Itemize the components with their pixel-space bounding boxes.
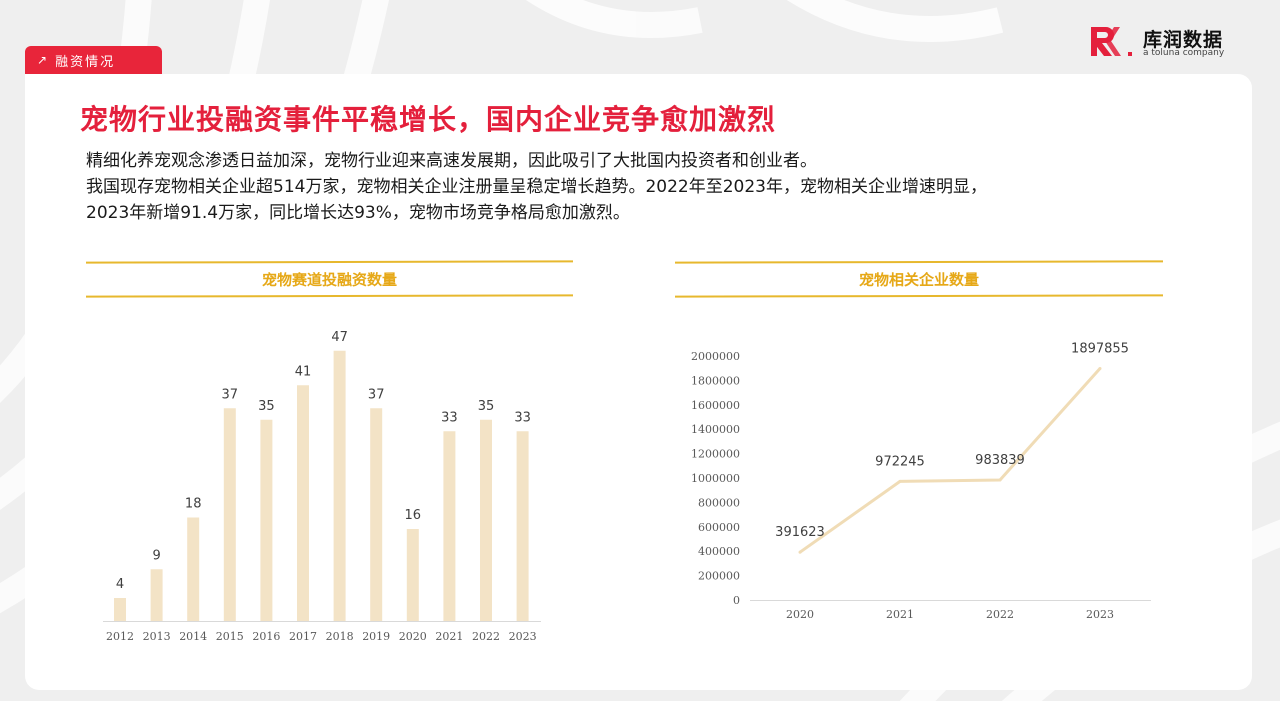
summary-line-3: 2023年新增91.4万家，同比增长达93%，宠物市场竞争格局愈加激烈。 (86, 203, 630, 223)
bar-value-label-2012: 4 (116, 577, 124, 592)
arrow-up-right-icon: ↗ (37, 53, 48, 67)
bar-2019 (370, 408, 383, 621)
line-x-tick-2021: 2021 (886, 608, 914, 621)
bar-x-tick-2022: 2022 (472, 630, 500, 643)
line-value-label-2022: 983839 (975, 453, 1025, 468)
line-y-tick-200000: 200000 (698, 570, 740, 583)
bar-value-label-2014: 18 (185, 497, 202, 512)
bar-x-tick-2016: 2016 (252, 630, 280, 643)
bar-2023 (516, 431, 529, 621)
brand-logo: 库润数据 a toluna company (1090, 24, 1260, 64)
line-x-tick-2023: 2023 (1086, 608, 1114, 621)
line-point-2023 (1098, 366, 1102, 370)
bar-2012 (114, 598, 126, 621)
bar-x-tick-2020: 2020 (399, 630, 427, 643)
line-y-tick-1200000: 1200000 (691, 448, 740, 461)
bar-2018 (333, 350, 346, 621)
line-y-tick-1800000: 1800000 (691, 374, 740, 387)
bar-2015 (223, 408, 236, 621)
brand-logo-name: 库润数据 (1143, 29, 1224, 51)
brand-logo-sub: a toluna company (1143, 48, 1225, 58)
line-y-tick-400000: 400000 (698, 545, 740, 558)
bar-2022 (480, 419, 492, 621)
bar-value-label-2017: 41 (295, 364, 312, 379)
summary-line-1: 精细化养宠观念渗透日益加深，宠物行业迎来高速发展期，因此吸引了大批国内投资者和创… (86, 151, 817, 171)
bar-value-label-2018: 47 (331, 330, 348, 345)
line-y-tick-800000: 800000 (698, 496, 740, 509)
bar-value-label-2023: 33 (514, 410, 531, 425)
line-y-tick-600000: 600000 (698, 521, 740, 534)
bar-2020 (406, 529, 419, 621)
line-point-2022 (998, 478, 1002, 482)
bar-x-tick-2015: 2015 (216, 630, 244, 643)
brand-logo-mark-icon (1091, 27, 1132, 56)
bar-value-label-2020: 16 (405, 508, 422, 523)
bar-x-tick-2018: 2018 (326, 630, 354, 643)
line-value-label-2021: 972245 (875, 454, 925, 469)
line-y-tick-2000000: 2000000 (691, 350, 740, 363)
bar-x-tick-2023: 2023 (509, 630, 537, 643)
bar-x-tick-2013: 2013 (143, 630, 171, 643)
bar-value-label-2016: 35 (258, 399, 275, 414)
bar-x-tick-2019: 2019 (362, 630, 390, 643)
bar-value-label-2019: 37 (368, 387, 385, 402)
bar-x-tick-2021: 2021 (435, 630, 463, 643)
line-y-tick-1600000: 1600000 (691, 399, 740, 412)
line-value-label-2020: 391623 (775, 525, 825, 540)
line-value-label-2023: 1897855 (1071, 341, 1129, 356)
line-point-2021 (898, 479, 902, 483)
bar-x-tick-2017: 2017 (289, 630, 317, 643)
bar-value-label-2021: 33 (441, 410, 458, 425)
bar-2017 (297, 385, 309, 621)
line-series (799, 367, 1102, 554)
line-y-tick-1000000: 1000000 (691, 472, 740, 485)
section-tag-label: 融资情况 (55, 54, 116, 70)
bar-2014 (187, 517, 200, 621)
section-tag: ↗ 融资情况 (25, 46, 162, 74)
bar-x-tick-2012: 2012 (106, 630, 134, 643)
bar-2016 (260, 419, 273, 621)
line-x-tick-2020: 2020 (786, 608, 814, 621)
summary-line-2: 我国现存宠物相关企业超514万家，宠物相关企业注册量呈稳定增长趋势。2022年至… (86, 177, 987, 197)
bar-x-tick-2014: 2014 (179, 630, 207, 643)
bar-value-label-2013: 9 (152, 548, 160, 563)
page-title: 宠物行业投融资事件平稳增长，国内企业竞争愈加激烈 (80, 103, 777, 136)
bar-2013 (150, 569, 163, 621)
summary-text: 精细化养宠观念渗透日益加深，宠物行业迎来高速发展期，因此吸引了大批国内投资者和创… (86, 148, 1236, 226)
bar-2021 (443, 431, 456, 621)
line-y-tick-0: 0 (733, 594, 740, 607)
bar-value-label-2015: 37 (222, 387, 239, 402)
bar-value-label-2022: 35 (478, 399, 495, 414)
line-x-tick-2022: 2022 (986, 608, 1014, 621)
line-y-tick-1400000: 1400000 (691, 423, 740, 436)
line-point-2020 (798, 550, 802, 554)
